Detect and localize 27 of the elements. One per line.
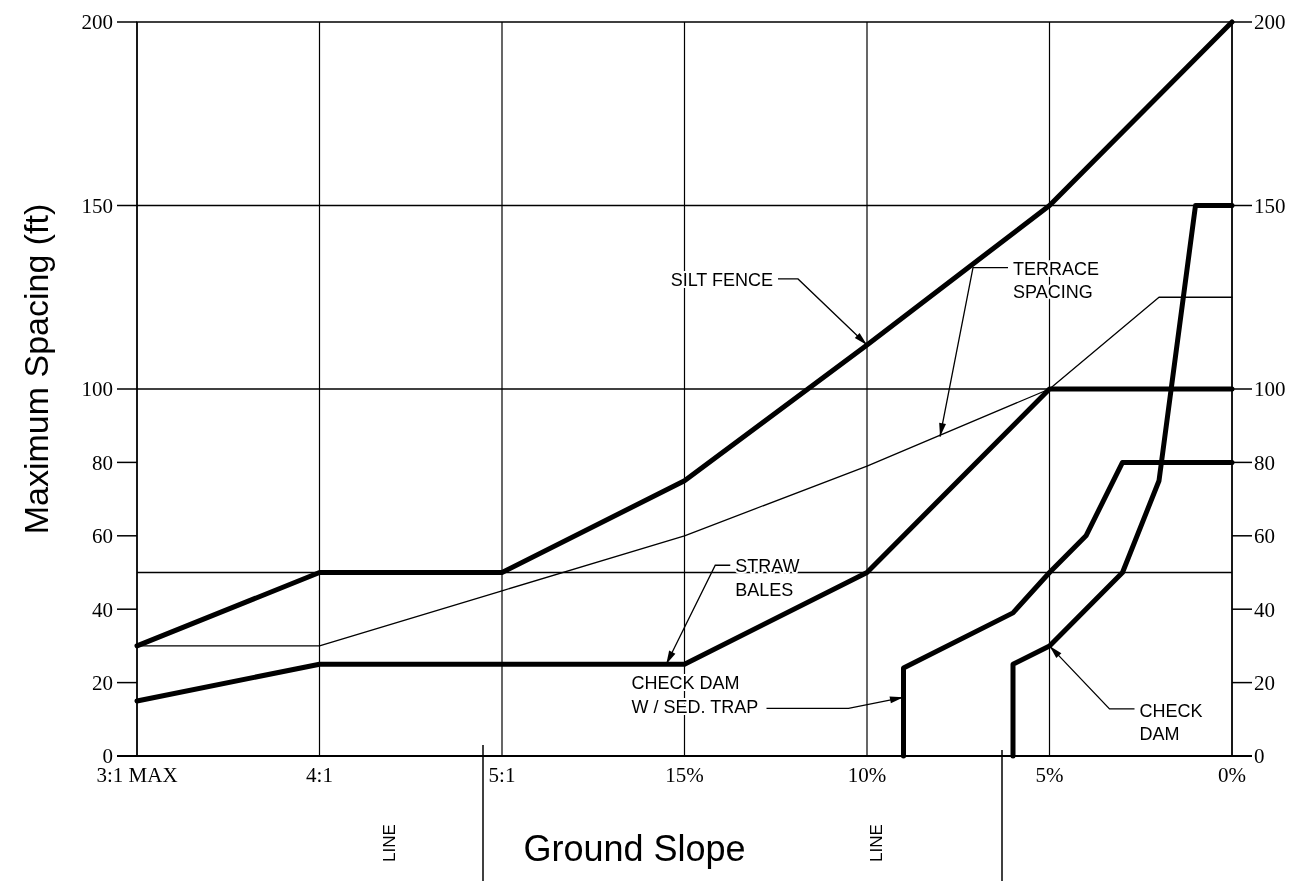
y2-tick-label: 100 (1254, 377, 1286, 402)
y2-tick-label: 60 (1254, 524, 1275, 549)
y-tick-label: 20 (92, 670, 113, 695)
y2-tick-label: 150 (1254, 193, 1286, 218)
y-tick-label: 200 (81, 10, 113, 35)
y-tick-label: 60 (92, 524, 113, 549)
y-tick-label: 100 (81, 377, 113, 402)
x-tick-label: 4:1 (306, 763, 333, 787)
text: LINE (867, 824, 886, 862)
y-tick-label: 40 (92, 597, 113, 622)
y2-tick-label: 0 (1254, 744, 1265, 769)
x-tick-label: 10% (847, 763, 887, 787)
x-tick-label: 5% (1035, 763, 1064, 787)
y-tick-label: 150 (81, 193, 113, 218)
annotation: CHECK DAM (1139, 700, 1203, 745)
y-tick-label: 80 (92, 450, 113, 475)
x-tick-label: 0% (1218, 763, 1246, 787)
x-tick-label: 15% (665, 763, 704, 787)
y-axis-title: Maximum Spacing (ft) (17, 203, 55, 535)
y2-tick-label: 20 (1254, 670, 1275, 695)
y2-tick-label: 80 (1254, 450, 1275, 475)
x-tick-label: 5:1 (488, 763, 516, 787)
annotation: STRAW BALES (735, 556, 800, 600)
x-axis-title: Ground Slope (523, 828, 746, 869)
y2-tick-label: 40 (1254, 597, 1275, 622)
y2-tick-label: 200 (1254, 10, 1286, 35)
text: LINE (380, 824, 399, 862)
